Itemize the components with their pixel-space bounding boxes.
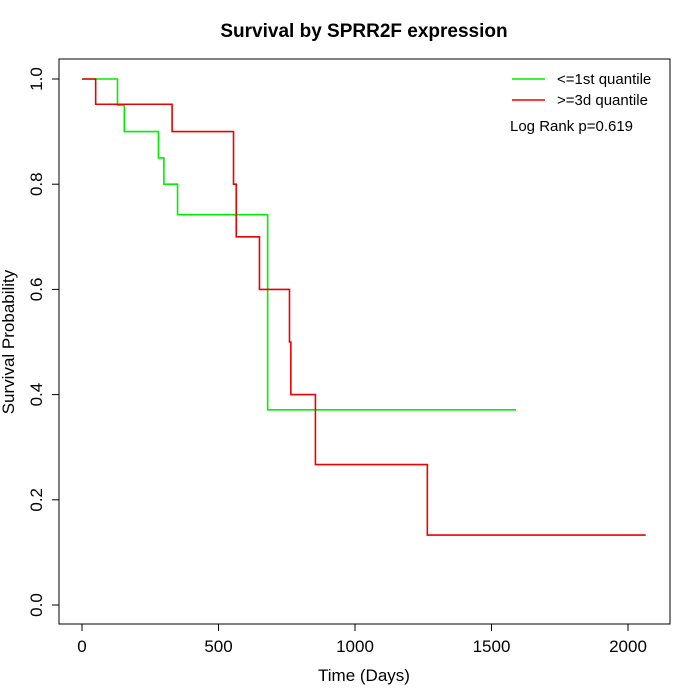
series-line-0 xyxy=(82,78,517,411)
x-tick-label: 1500 xyxy=(473,637,511,656)
y-tick-label: 0.0 xyxy=(27,593,46,617)
x-tick-label: 1000 xyxy=(336,637,374,656)
y-axis: 0.0 0.2 0.4 0.6 0.8 1.0 xyxy=(27,67,60,617)
y-tick-label: 0.8 xyxy=(27,172,46,196)
x-tick-label: 500 xyxy=(204,637,232,656)
series-line-1 xyxy=(82,78,646,536)
x-axis: 0 500 1000 1500 2000 xyxy=(77,623,647,656)
y-tick-label: 0.4 xyxy=(27,383,46,407)
legend-label-1: >=3d quantile xyxy=(557,92,648,109)
y-tick-label: 0.2 xyxy=(27,488,46,512)
series-layer xyxy=(82,78,646,536)
legend: <=1st quantile >=3d quantile xyxy=(512,71,651,109)
x-axis-label: Time (Days) xyxy=(318,666,410,685)
log-rank-annotation: Log Rank p=0.619 xyxy=(510,118,633,135)
legend-label-0: <=1st quantile xyxy=(557,71,651,88)
y-axis-label: Survival Probability xyxy=(0,269,18,414)
chart-title: Survival by SPRR2F expression xyxy=(220,21,507,42)
y-tick-label: 0.6 xyxy=(27,278,46,302)
plot-frame xyxy=(58,58,671,625)
y-tick-label: 1.0 xyxy=(27,67,46,91)
x-tick-label: 2000 xyxy=(609,637,647,656)
x-tick-label: 0 xyxy=(77,637,86,656)
